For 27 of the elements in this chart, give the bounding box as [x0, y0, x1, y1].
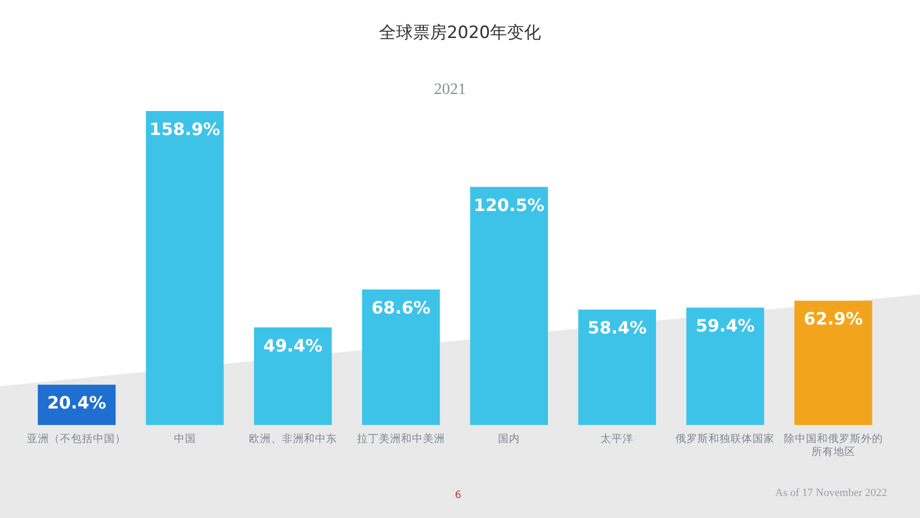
x-tick-label: 俄罗斯和独联体国家	[676, 432, 775, 445]
chart-subtitle: 2021	[434, 81, 466, 98]
data-label: 58.4%	[588, 318, 647, 339]
bar	[686, 308, 764, 425]
bar	[146, 111, 224, 425]
text: As of 17 November 2022	[775, 487, 887, 499]
text: 6	[454, 490, 462, 501]
data-label: 120.5%	[474, 196, 544, 216]
data-label: 68.6%	[371, 298, 430, 318]
x-tick-label: 除中国和俄罗斯外的所有地区	[784, 432, 883, 458]
x-tick-label: 拉丁美洲和中美洲	[356, 432, 445, 445]
x-tick-label: 中国	[174, 432, 196, 445]
bar	[362, 289, 440, 425]
x-tick-label: 欧洲、非洲和中东	[248, 432, 337, 445]
x-tick-label: 亚洲（不包括中国）	[27, 432, 126, 445]
bar	[254, 327, 332, 425]
bar	[794, 300, 872, 425]
bar	[578, 310, 656, 425]
data-label: 20.4%	[47, 394, 106, 414]
data-label: 158.9%	[149, 120, 220, 140]
data-label: 49.4%	[263, 336, 322, 356]
chart-title: 全球票房2020年变化	[378, 23, 542, 43]
x-tick-label: 国内	[498, 432, 520, 445]
bar	[470, 186, 548, 425]
data-label: 59.4%	[696, 316, 755, 337]
data-label: 62.9%	[804, 310, 863, 330]
x-tick-label: 太平洋	[600, 432, 634, 445]
